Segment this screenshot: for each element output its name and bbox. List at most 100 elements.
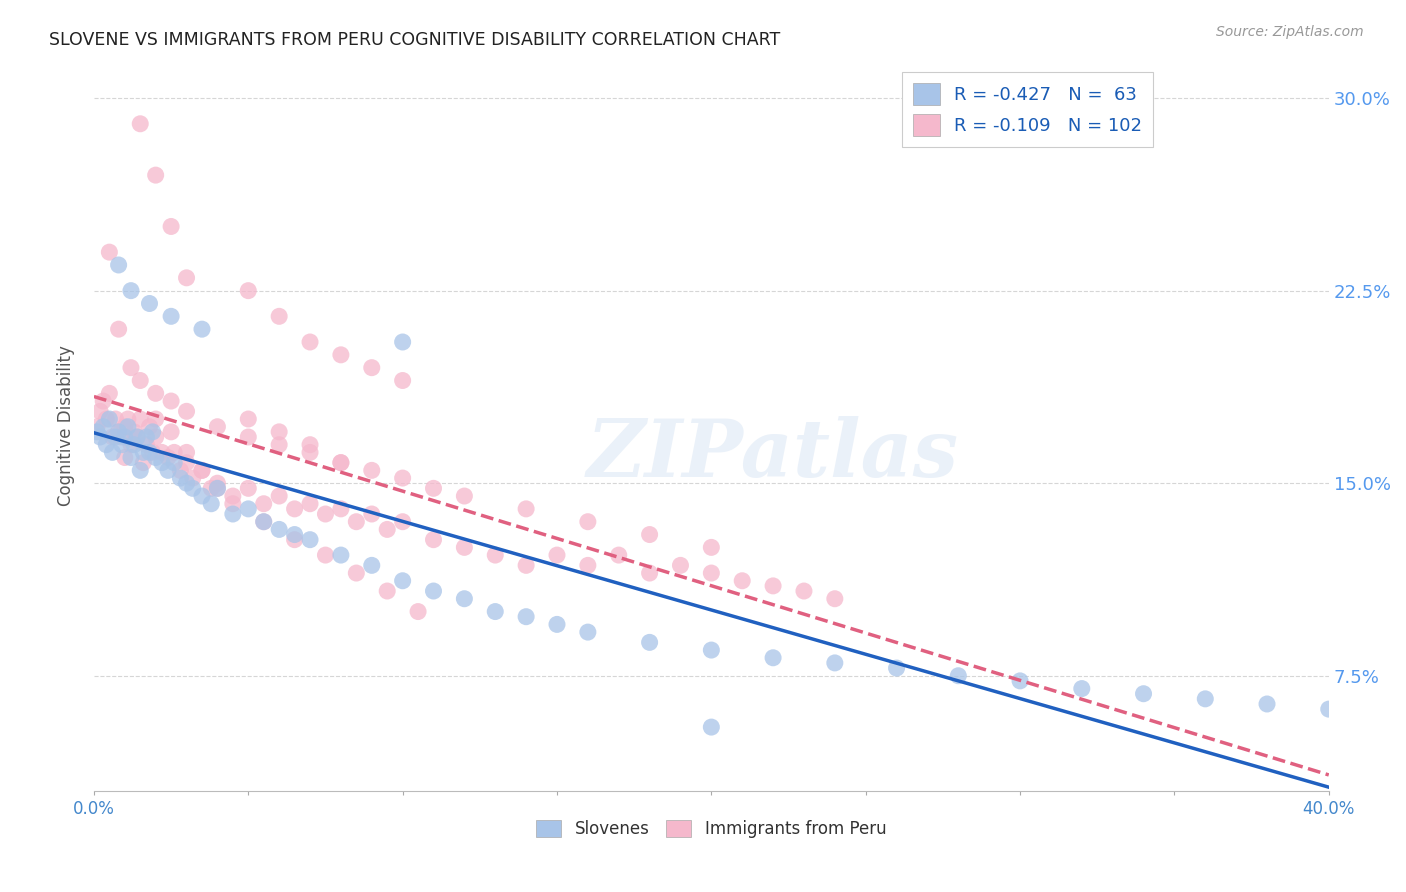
Y-axis label: Cognitive Disability: Cognitive Disability	[58, 345, 75, 506]
Point	[120, 450, 142, 465]
Point	[360, 360, 382, 375]
Point	[207, 481, 229, 495]
Point	[117, 419, 139, 434]
Point	[824, 591, 846, 606]
Point	[107, 258, 129, 272]
Point	[107, 425, 129, 439]
Text: ZIPatlas: ZIPatlas	[588, 416, 959, 493]
Point	[515, 609, 537, 624]
Point	[422, 533, 444, 547]
Point	[375, 584, 398, 599]
Point	[181, 481, 204, 495]
Point	[1010, 673, 1032, 688]
Point	[1132, 687, 1154, 701]
Point	[391, 574, 413, 588]
Point	[453, 541, 475, 555]
Text: SLOVENE VS IMMIGRANTS FROM PERU COGNITIVE DISABILITY CORRELATION CHART: SLOVENE VS IMMIGRANTS FROM PERU COGNITIV…	[49, 31, 780, 49]
Point	[453, 591, 475, 606]
Point	[101, 445, 124, 459]
Point	[1070, 681, 1092, 696]
Point	[96, 438, 118, 452]
Point	[163, 445, 186, 459]
Point	[160, 219, 183, 234]
Point	[824, 656, 846, 670]
Point	[607, 548, 630, 562]
Point	[98, 386, 121, 401]
Point	[98, 245, 121, 260]
Point	[181, 471, 204, 485]
Point	[157, 450, 180, 465]
Point	[176, 456, 198, 470]
Point	[700, 643, 723, 657]
Point	[145, 412, 167, 426]
Point	[132, 445, 155, 459]
Point	[135, 430, 157, 444]
Point	[299, 445, 322, 459]
Point	[391, 471, 413, 485]
Point	[176, 404, 198, 418]
Point	[284, 501, 307, 516]
Point	[91, 394, 114, 409]
Point	[269, 523, 291, 537]
Point	[762, 650, 785, 665]
Point	[238, 481, 260, 495]
Point	[344, 566, 367, 580]
Point	[1317, 702, 1340, 716]
Point	[120, 284, 142, 298]
Point	[515, 558, 537, 573]
Point	[269, 438, 291, 452]
Point	[422, 481, 444, 495]
Point	[484, 548, 506, 562]
Point	[546, 617, 568, 632]
Point	[314, 548, 336, 562]
Point	[207, 419, 229, 434]
Point	[238, 501, 260, 516]
Point	[406, 605, 429, 619]
Point	[1194, 691, 1216, 706]
Point	[391, 374, 413, 388]
Point	[284, 533, 307, 547]
Point	[129, 117, 152, 131]
Point	[207, 481, 229, 495]
Point	[169, 471, 191, 485]
Point	[793, 584, 815, 599]
Point	[314, 507, 336, 521]
Point	[329, 548, 352, 562]
Point	[157, 463, 180, 477]
Point	[253, 497, 276, 511]
Point	[142, 425, 165, 439]
Point	[96, 412, 118, 426]
Point	[546, 548, 568, 562]
Point	[207, 476, 229, 491]
Point	[169, 463, 191, 477]
Point	[515, 501, 537, 516]
Point	[114, 419, 136, 434]
Point	[142, 445, 165, 459]
Point	[238, 430, 260, 444]
Point	[117, 412, 139, 426]
Point	[191, 322, 214, 336]
Point	[200, 481, 222, 495]
Point	[129, 463, 152, 477]
Point	[114, 430, 136, 444]
Point	[948, 669, 970, 683]
Point	[576, 515, 599, 529]
Point	[163, 456, 186, 470]
Point	[299, 533, 322, 547]
Point	[129, 374, 152, 388]
Point	[138, 296, 160, 310]
Point	[191, 463, 214, 477]
Point	[111, 430, 134, 444]
Point	[138, 445, 160, 459]
Point	[135, 438, 157, 452]
Point	[576, 558, 599, 573]
Point	[145, 168, 167, 182]
Point	[101, 430, 124, 444]
Point	[484, 605, 506, 619]
Point	[391, 334, 413, 349]
Point	[104, 412, 127, 426]
Point	[638, 635, 661, 649]
Point	[222, 489, 245, 503]
Point	[120, 360, 142, 375]
Point	[98, 412, 121, 426]
